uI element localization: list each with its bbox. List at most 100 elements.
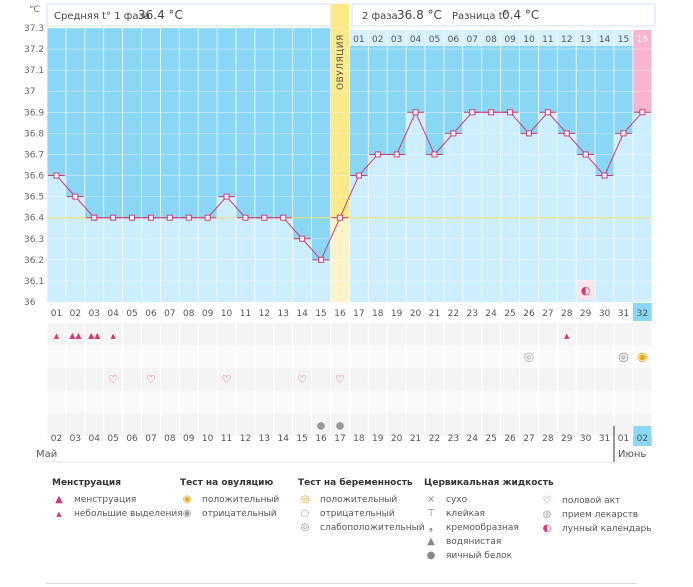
- date-label: 15: [296, 434, 307, 444]
- date-label: 12: [240, 434, 251, 444]
- legend-item: ● яичный белок: [424, 549, 554, 563]
- small-drop-icon: ▲: [56, 510, 62, 518]
- cycle-day-number: 07: [164, 309, 175, 319]
- temperature-point: [318, 256, 325, 263]
- legend-item: ○ отрицательный: [298, 507, 425, 521]
- legend-item-label: положительный: [202, 495, 280, 505]
- cycle-day-number: 29: [580, 309, 592, 319]
- date-label: 29: [561, 434, 573, 444]
- legend-item: ◉ отрицательный: [180, 507, 279, 521]
- temperature-point: [223, 193, 230, 200]
- cycle-day-number: 28: [561, 309, 573, 319]
- phase2-day-number: 09: [504, 35, 516, 45]
- phase2-day-number: 14: [599, 35, 611, 45]
- temperature-point: [147, 214, 154, 221]
- drop-icon: ▲▲: [69, 331, 82, 340]
- phase2-avg-value: 36.8 °C: [397, 8, 442, 22]
- drop-icon: ▲: [55, 494, 63, 505]
- legend-item: ❟ кремообразная: [424, 521, 554, 535]
- bbt-chart: °C Средняя t° 1 фаза 36.4 °C ☀ 2 фаза 36…: [24, 3, 656, 463]
- date-label: 26: [504, 434, 516, 444]
- sun-icon: ◉: [182, 494, 192, 505]
- legend-item: ◎ положительный: [298, 493, 425, 507]
- ovulation-label: ОВУЛЯЦИЯ: [336, 34, 346, 90]
- y-tick-label: 36.9: [24, 108, 44, 118]
- phase2-day-number: 03: [391, 35, 402, 45]
- legend-item: ◐ лунный календарь: [540, 522, 652, 536]
- moon-icon: ◐: [542, 523, 552, 534]
- heart-icon: ♡: [108, 373, 118, 386]
- phase2-day-cell: [500, 30, 520, 46]
- phase2-day-cell: [425, 30, 444, 46]
- temperature-point: [185, 214, 192, 221]
- temperature-point: [242, 214, 249, 221]
- phase2-day-cell: [462, 30, 482, 46]
- phase2-day-number: 01: [353, 35, 364, 45]
- y-tick-label: 36.3: [24, 235, 44, 245]
- cycle-day-number: 12: [259, 309, 270, 319]
- temperature-point: [204, 214, 211, 221]
- legend-item: ⊤ клейкая: [424, 507, 554, 521]
- phase2-header-box: [351, 3, 656, 27]
- y-tick-label: 36.5: [24, 193, 44, 203]
- y-tick-label: 36.8: [24, 129, 44, 139]
- cycle-day-number: 22: [448, 309, 459, 319]
- phase2-day-number: 04: [410, 35, 422, 45]
- cycle-day-number: 01: [51, 309, 62, 319]
- temperature-point: [544, 109, 551, 116]
- column-fill: [368, 154, 388, 302]
- phase2-avg-label: 2 фаза: [362, 11, 398, 22]
- legend-item-label: слабоположительный: [320, 523, 425, 533]
- date-label: 08: [164, 434, 176, 444]
- date-label: 28: [542, 434, 554, 444]
- moon-icon: ◐: [581, 284, 591, 297]
- sun-icon: ◉: [637, 350, 647, 364]
- column-fill: [481, 112, 501, 302]
- date-label: 23: [448, 434, 459, 444]
- date-label: 16: [315, 434, 327, 444]
- date-label: 27: [523, 434, 534, 444]
- column-fill: [576, 154, 596, 302]
- temperature-point: [355, 172, 362, 179]
- column-fill: [217, 196, 236, 302]
- phase2-day-cell: [519, 30, 539, 46]
- cycle-day-number: 13: [278, 309, 289, 319]
- column-fill: [65, 196, 85, 302]
- phase2-day-cell: [406, 30, 425, 46]
- temperature-point: [620, 130, 627, 137]
- divider: [46, 583, 637, 584]
- temperature-point: [488, 109, 495, 116]
- cycle-day-number: 24: [485, 309, 497, 319]
- legend-item-label: лунный календарь: [562, 524, 652, 534]
- cycle-day-number: 04: [107, 309, 119, 319]
- date-label: 25: [485, 434, 496, 444]
- test-negative-icon: ○: [300, 508, 310, 519]
- cycle-day-number: 02: [70, 309, 81, 319]
- date-label: 07: [145, 434, 156, 444]
- phase2-day-number: 16: [637, 35, 649, 45]
- cycle-day-number: 17: [353, 309, 364, 319]
- small-drop-icon: ▲: [110, 332, 116, 340]
- temperature-point: [563, 130, 570, 137]
- phase1-avg-label: Средняя t° 1 фаза: [54, 11, 150, 22]
- legend-item-label: прием лекарств: [562, 510, 639, 520]
- temperature-point: [53, 172, 60, 179]
- creamy-icon: ❟: [429, 522, 433, 533]
- phase2-day-cell: [538, 30, 558, 46]
- temperature-point: [336, 214, 343, 221]
- heart-icon: ♡: [146, 373, 156, 386]
- legend-item: ◎ слабоположительный: [298, 521, 425, 535]
- legend-item: ▲ водянистая: [424, 535, 554, 549]
- date-label: 21: [410, 434, 421, 444]
- cycle-day-number: 25: [504, 309, 515, 319]
- legend-item: × сухо: [424, 493, 554, 507]
- heart-icon: ♡: [335, 373, 345, 386]
- watery-icon: ▲: [427, 536, 435, 547]
- date-label: 05: [107, 434, 118, 444]
- phase1-avg-value: 36.4 °C: [138, 8, 183, 22]
- column-fill: [500, 112, 520, 302]
- temperature-point: [431, 151, 438, 158]
- legend-ovulation-test: Тест на овуляцию ◉ положительный ◉ отрицат…: [180, 478, 279, 521]
- legend-item: ◉ положительный: [180, 493, 280, 507]
- temperature-point: [393, 151, 400, 158]
